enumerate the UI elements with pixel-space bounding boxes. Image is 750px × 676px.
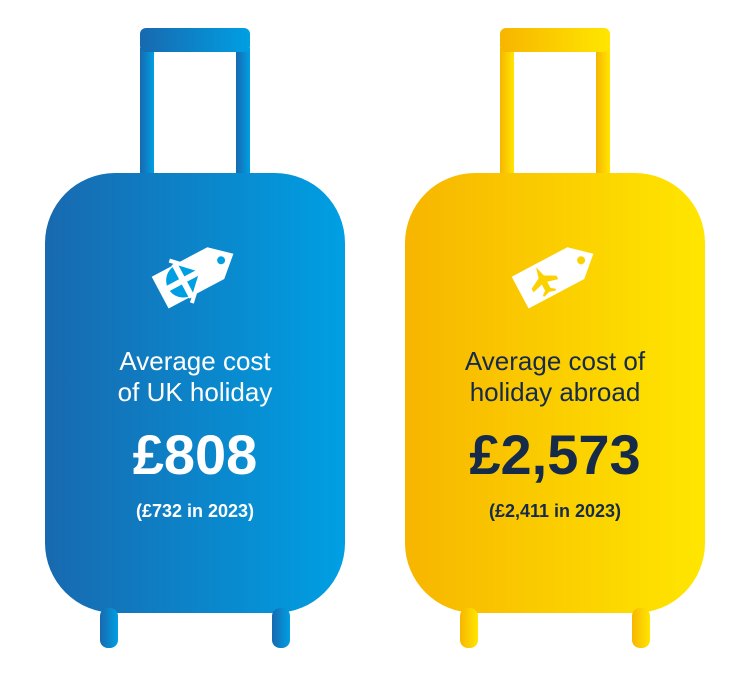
suitcase-content-abroad: Average cost ofholiday abroad £2,573 (£2… bbox=[400, 228, 710, 522]
price-tag-uk bbox=[70, 228, 320, 318]
suitcase-abroad: Average cost ofholiday abroad £2,573 (£2… bbox=[400, 18, 710, 658]
label-abroad: Average cost ofholiday abroad bbox=[430, 346, 680, 408]
price-tag-abroad bbox=[430, 228, 680, 318]
label-uk: Average costof UK holiday bbox=[70, 346, 320, 408]
prev-abroad: (£2,411 in 2023) bbox=[430, 501, 680, 522]
cost-uk: £808 bbox=[70, 422, 320, 487]
prev-uk: (£732 in 2023) bbox=[70, 501, 320, 522]
tag-icon-abroad bbox=[500, 228, 610, 318]
suitcase-content-uk: Average costof UK holiday £808 (£732 in … bbox=[40, 228, 350, 522]
tag-icon-uk bbox=[140, 228, 250, 318]
suitcase-uk: Average costof UK holiday £808 (£732 in … bbox=[40, 18, 350, 658]
cost-abroad: £2,573 bbox=[430, 422, 680, 487]
